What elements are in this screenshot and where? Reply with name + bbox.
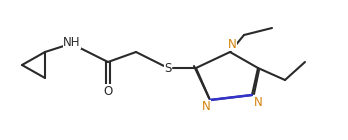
Text: NH: NH xyxy=(63,36,81,48)
Text: N: N xyxy=(228,38,236,51)
Text: N: N xyxy=(254,95,262,108)
Text: N: N xyxy=(201,101,211,114)
Text: S: S xyxy=(164,61,172,74)
Text: O: O xyxy=(103,85,113,97)
